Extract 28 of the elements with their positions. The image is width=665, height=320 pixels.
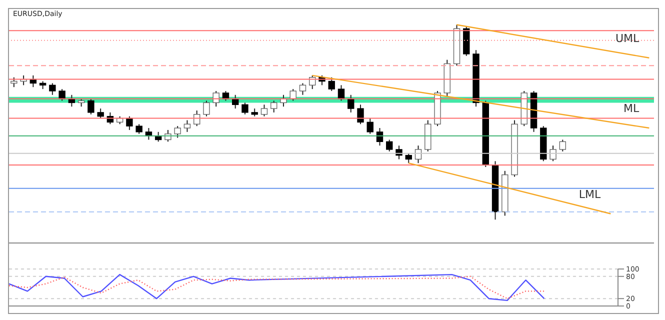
- candlestick: [242, 102, 248, 115]
- candlestick: [10, 76, 18, 88]
- candlestick: [260, 104, 268, 117]
- series-label: ML: [624, 102, 640, 116]
- candlestick: [174, 126, 181, 138]
- candlestick: [290, 88, 296, 102]
- candlestick: [405, 152, 412, 164]
- candlestick: [97, 108, 104, 119]
- series-label: LML: [578, 188, 602, 201]
- candlestick: [88, 98, 94, 115]
- series-label: UML: [616, 32, 640, 45]
- candlestick: [550, 145, 556, 162]
- candlestick: [203, 100, 210, 117]
- candlestick: [366, 118, 374, 134]
- candlestick: [126, 116, 133, 130]
- candlestick: [222, 90, 230, 102]
- candlestick: [559, 139, 566, 152]
- candlestick: [184, 120, 191, 132]
- candlestick: [328, 76, 335, 92]
- candlestick: [136, 124, 142, 134]
- candlestick: [386, 139, 393, 152]
- candlestick: [270, 100, 278, 113]
- candlestick: [49, 82, 56, 96]
- candlestick: [357, 104, 364, 125]
- candlestick: [212, 90, 220, 108]
- candlestick: [338, 84, 345, 102]
- candlestick: [299, 82, 306, 96]
- candlestick: [58, 88, 66, 102]
